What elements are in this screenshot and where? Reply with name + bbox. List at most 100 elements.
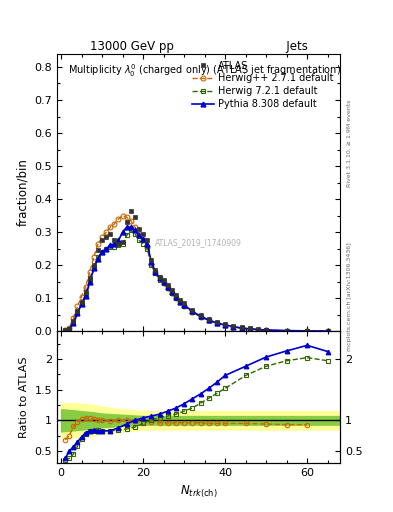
Pythia 8.308 default	[255, 327, 260, 333]
Herwig++ 2.7.1 default	[223, 322, 228, 328]
Herwig 7.2.1 default	[247, 326, 252, 332]
Herwig++ 2.7.1 default	[255, 327, 260, 333]
Herwig 7.2.1 default	[190, 309, 195, 315]
ATLAS	[100, 238, 105, 244]
Herwig++ 2.7.1 default	[325, 328, 330, 334]
Herwig 7.2.1 default	[92, 264, 96, 270]
Herwig 7.2.1 default	[67, 326, 72, 332]
ATLAS	[83, 289, 88, 295]
Pythia 8.308 default	[129, 224, 133, 230]
Pythia 8.308 default	[75, 310, 80, 316]
ATLAS	[284, 328, 289, 334]
Herwig++ 2.7.1 default	[239, 325, 244, 331]
Pythia 8.308 default	[182, 302, 186, 308]
Pythia 8.308 default	[87, 279, 92, 285]
ATLAS	[206, 315, 211, 322]
Herwig++ 2.7.1 default	[124, 214, 129, 220]
Pythia 8.308 default	[92, 265, 96, 271]
Herwig 7.2.1 default	[108, 244, 113, 250]
Herwig++ 2.7.1 default	[120, 212, 125, 219]
ATLAS	[124, 219, 129, 225]
Herwig++ 2.7.1 default	[67, 325, 72, 331]
ATLAS	[231, 323, 236, 329]
Pythia 8.308 default	[206, 317, 211, 323]
Herwig++ 2.7.1 default	[145, 244, 150, 250]
Herwig 7.2.1 default	[223, 322, 228, 328]
Pythia 8.308 default	[112, 241, 117, 247]
Pythia 8.308 default	[284, 328, 289, 334]
Herwig++ 2.7.1 default	[190, 309, 195, 315]
Pythia 8.308 default	[169, 289, 174, 295]
Herwig++ 2.7.1 default	[116, 216, 121, 222]
Pythia 8.308 default	[165, 284, 170, 290]
Pythia 8.308 default	[104, 246, 108, 252]
Herwig++ 2.7.1 default	[182, 303, 186, 309]
ATLAS	[161, 277, 166, 283]
Herwig++ 2.7.1 default	[153, 269, 158, 275]
ATLAS	[120, 239, 125, 245]
Herwig 7.2.1 default	[161, 280, 166, 286]
ATLAS	[157, 273, 162, 280]
Herwig 7.2.1 default	[231, 324, 236, 330]
Herwig++ 2.7.1 default	[174, 295, 178, 301]
Herwig++ 2.7.1 default	[63, 327, 68, 333]
Herwig++ 2.7.1 default	[206, 317, 211, 324]
Herwig++ 2.7.1 default	[284, 328, 289, 334]
ATLAS	[174, 292, 178, 298]
Herwig 7.2.1 default	[137, 238, 141, 244]
ATLAS	[149, 257, 154, 263]
ATLAS	[75, 308, 80, 314]
ATLAS	[87, 275, 92, 282]
Pythia 8.308 default	[161, 279, 166, 285]
Herwig++ 2.7.1 default	[198, 314, 203, 320]
Pythia 8.308 default	[79, 301, 84, 307]
Herwig++ 2.7.1 default	[137, 231, 141, 237]
Pythia 8.308 default	[190, 308, 195, 314]
Pythia 8.308 default	[120, 229, 125, 235]
Herwig 7.2.1 default	[255, 327, 260, 333]
Herwig 7.2.1 default	[325, 328, 330, 334]
ATLAS	[165, 282, 170, 288]
Herwig 7.2.1 default	[129, 227, 133, 233]
Pythia 8.308 default	[223, 322, 228, 328]
Herwig++ 2.7.1 default	[75, 304, 80, 310]
Herwig++ 2.7.1 default	[231, 324, 236, 330]
ATLAS	[305, 328, 310, 334]
Herwig 7.2.1 default	[95, 254, 100, 260]
Herwig 7.2.1 default	[264, 327, 268, 333]
ATLAS	[182, 300, 186, 306]
Herwig++ 2.7.1 default	[157, 275, 162, 282]
ATLAS	[129, 207, 133, 214]
Text: ATLAS_2019_I1740909: ATLAS_2019_I1740909	[155, 238, 242, 247]
Herwig 7.2.1 default	[174, 295, 178, 301]
Herwig 7.2.1 default	[198, 314, 203, 320]
Title: 13000 GeV pp                              Jets: 13000 GeV pp Jets	[90, 39, 307, 53]
ATLAS	[104, 234, 108, 240]
Herwig++ 2.7.1 default	[104, 229, 108, 235]
Herwig++ 2.7.1 default	[169, 290, 174, 296]
Herwig++ 2.7.1 default	[141, 238, 145, 244]
ATLAS	[223, 321, 228, 327]
Herwig++ 2.7.1 default	[165, 285, 170, 291]
ATLAS	[67, 326, 72, 332]
Pythia 8.308 default	[124, 224, 129, 230]
Pythia 8.308 default	[137, 232, 141, 239]
Herwig 7.2.1 default	[120, 241, 125, 247]
Herwig 7.2.1 default	[178, 299, 182, 305]
Herwig 7.2.1 default	[141, 241, 145, 247]
Herwig++ 2.7.1 default	[87, 269, 92, 275]
ATLAS	[95, 247, 100, 253]
Herwig++ 2.7.1 default	[247, 326, 252, 332]
Pythia 8.308 default	[231, 324, 236, 330]
ATLAS	[169, 287, 174, 293]
Pythia 8.308 default	[63, 328, 68, 334]
Herwig++ 2.7.1 default	[129, 218, 133, 224]
ATLAS	[63, 327, 68, 333]
Herwig++ 2.7.1 default	[108, 224, 113, 230]
Pythia 8.308 default	[157, 275, 162, 282]
Herwig 7.2.1 default	[157, 277, 162, 283]
Pythia 8.308 default	[83, 292, 88, 298]
Herwig++ 2.7.1 default	[264, 327, 268, 333]
Herwig++ 2.7.1 default	[112, 221, 117, 227]
ATLAS	[247, 325, 252, 331]
